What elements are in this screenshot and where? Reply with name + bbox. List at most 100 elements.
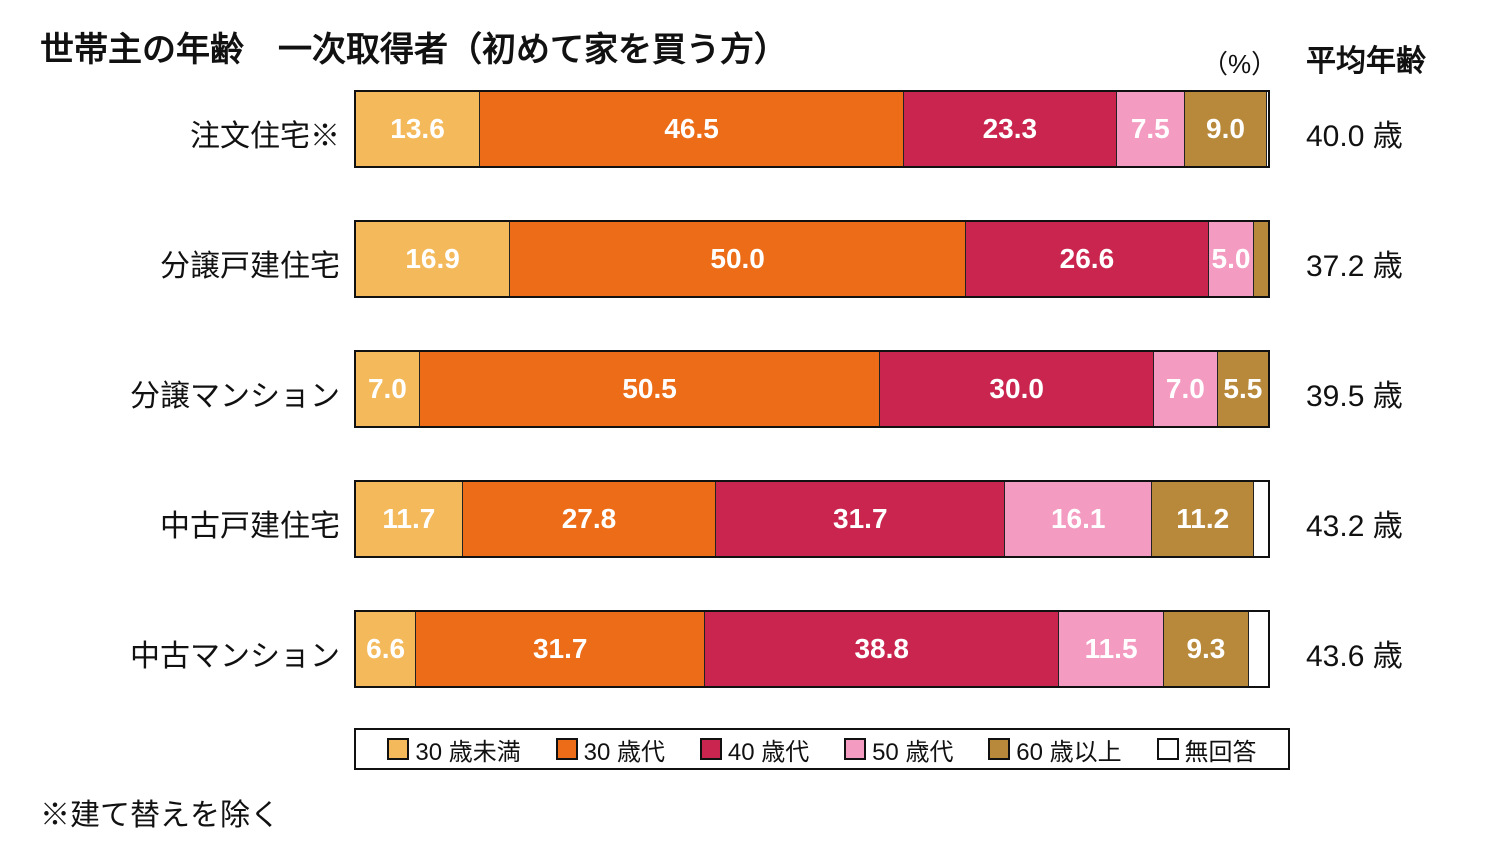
segment-value: 11.2 — [1176, 503, 1229, 535]
bar-segment: 7.0 — [1154, 352, 1218, 426]
bar-segment: 6.6 — [356, 612, 416, 686]
bar-segment: 9.0 — [1185, 92, 1267, 166]
bar-segment: 9.3 — [1164, 612, 1249, 686]
chart-canvas: 世帯主の年齢 一次取得者（初めて家を買う方） （%） 平均年齢 中古マンション 6… — [0, 0, 1500, 844]
segment-value: 11.5 — [1085, 633, 1138, 665]
bar-segment: 31.7 — [716, 482, 1005, 556]
segment-value: 16.1 — [1051, 503, 1106, 535]
legend-label: 40 歳代 — [728, 732, 809, 767]
avg-age-number: 39.5 — [1306, 380, 1364, 413]
bar-segment: 50.0 — [510, 222, 966, 296]
legend-swatch — [844, 738, 866, 760]
segment-value: 31.7 — [833, 503, 888, 535]
segment-value: 30.0 — [989, 373, 1044, 405]
legend-swatch — [1157, 738, 1179, 760]
segment-value: 16.9 — [405, 243, 460, 275]
segment-value: 9.0 — [1206, 113, 1245, 145]
bar-segment: 31.7 — [416, 612, 705, 686]
avg-age-number: 43.2 — [1306, 510, 1364, 543]
segment-value: 11.7 — [382, 503, 435, 535]
segment-value: 6.6 — [366, 633, 405, 665]
bar-segment: 11.2 — [1152, 482, 1254, 556]
bar-segment: 16.9 — [356, 222, 510, 296]
avg-age-value: 39.5 歳 — [1306, 371, 1403, 415]
segment-value: 7.5 — [1131, 113, 1170, 145]
bar-segment: 11.7 — [356, 482, 463, 556]
row-label: 中古戸建住宅 — [0, 501, 340, 545]
segment-value: 5.5 — [1223, 373, 1262, 405]
segment-value: 5.0 — [1212, 243, 1251, 275]
segment-value: 27.8 — [562, 503, 617, 535]
unit-label: （%） — [1202, 44, 1277, 81]
avg-age-suffix: 歳 — [1364, 640, 1402, 673]
chart-row: 中古戸建住宅 11.7 27.8 31.7 16.1 11.2 43.2 歳 — [0, 480, 1500, 558]
segment-value: 7.0 — [368, 373, 407, 405]
avg-age-value: 40.0 歳 — [1306, 111, 1403, 155]
footnote: ※建て替えを除く — [40, 790, 280, 834]
legend-item: 60 歳以上 — [988, 732, 1121, 767]
bar-segment: 16.1 — [1005, 482, 1152, 556]
chart-row: 分譲戸建住宅 16.9 50.0 26.6 5.0 37.2 歳 — [0, 220, 1500, 298]
legend-item: 30 歳代 — [556, 732, 665, 767]
legend-swatch — [556, 738, 578, 760]
avg-age-suffix: 歳 — [1364, 250, 1402, 283]
chart-row: 分譲マンション7.050.530.07.05.539.5 歳 — [0, 350, 1500, 428]
legend-label: 50 歳代 — [872, 732, 953, 767]
avg-age-header: 平均年齢 — [1306, 36, 1426, 80]
avg-age-suffix: 歳 — [1364, 380, 1402, 413]
segment-value: 50.0 — [710, 243, 765, 275]
segment-value: 9.3 — [1186, 633, 1225, 665]
segment-value: 26.6 — [1060, 243, 1115, 275]
row-label: 注文住宅※ — [0, 111, 340, 155]
bar-segment: 26.6 — [966, 222, 1209, 296]
legend-label: 60 歳以上 — [1016, 732, 1121, 767]
legend-swatch — [700, 738, 722, 760]
avg-age-value: 43.6 歳 — [1306, 631, 1403, 675]
chart-row: 中古マンション 6.6 31.7 38.8 11.5 9.3 43.6 歳 — [0, 610, 1500, 688]
legend: 30 歳未満 30 歳代 40 歳代 50 歳代 60 歳以上 無回答 — [354, 728, 1290, 770]
chart-title: 世帯主の年齢 一次取得者（初めて家を買う方） — [40, 22, 788, 71]
bar-segment — [1254, 222, 1268, 296]
bar-segment: 30.0 — [880, 352, 1154, 426]
legend-item: 50 歳代 — [844, 732, 953, 767]
legend-swatch — [988, 738, 1010, 760]
avg-age-number: 40.0 — [1306, 120, 1364, 153]
avg-age-value: 43.2 歳 — [1306, 501, 1403, 545]
avg-age-suffix: 歳 — [1364, 120, 1402, 153]
row-label: 中古マンション — [0, 631, 340, 675]
bar-segment: 5.0 — [1209, 222, 1255, 296]
bar-segment — [1267, 92, 1268, 166]
legend-item: 30 歳未満 — [387, 732, 520, 767]
bar-segment: 13.6 — [356, 92, 480, 166]
bar-track: 7.0 50.5 30.0 7.0 5.5 — [354, 350, 1270, 428]
segment-value: 50.5 — [622, 373, 677, 405]
segment-value: 31.7 — [533, 633, 588, 665]
bar-segment: 5.5 — [1218, 352, 1268, 426]
avg-age-number: 37.2 — [1306, 250, 1364, 283]
bar-track: 11.7 27.8 31.7 16.1 11.2 — [354, 480, 1270, 558]
segment-value: 46.5 — [664, 113, 719, 145]
bar-segment: 46.5 — [480, 92, 904, 166]
bar-segment — [1249, 612, 1268, 686]
bar-segment: 38.8 — [705, 612, 1059, 686]
bar-segment: 11.5 — [1059, 612, 1164, 686]
segment-value: 38.8 — [854, 633, 909, 665]
avg-age-suffix: 歳 — [1364, 510, 1402, 543]
avg-age-number: 43.6 — [1306, 640, 1364, 673]
legend-item: 無回答 — [1157, 732, 1257, 767]
avg-age-value: 37.2 歳 — [1306, 241, 1403, 285]
bar-track: 13.6 46.5 23.3 7.5 9.0 — [354, 90, 1270, 168]
legend-label: 30 歳代 — [584, 732, 665, 767]
segment-value: 7.0 — [1166, 373, 1205, 405]
bar-segment: 23.3 — [904, 92, 1116, 166]
row-label: 分譲戸建住宅 — [0, 241, 340, 285]
bar-segment: 7.5 — [1117, 92, 1185, 166]
bar-segment: 27.8 — [463, 482, 717, 556]
legend-swatch — [387, 738, 409, 760]
bar-segment — [1254, 482, 1268, 556]
segment-value: 23.3 — [983, 113, 1038, 145]
legend-label: 無回答 — [1185, 732, 1257, 767]
chart-row: 注文住宅※ 13.6 46.5 23.3 7.5 9.0 40.0 歳 — [0, 90, 1500, 168]
legend-item: 40 歳代 — [700, 732, 809, 767]
bar-track: 6.6 31.7 38.8 11.5 9.3 — [354, 610, 1270, 688]
